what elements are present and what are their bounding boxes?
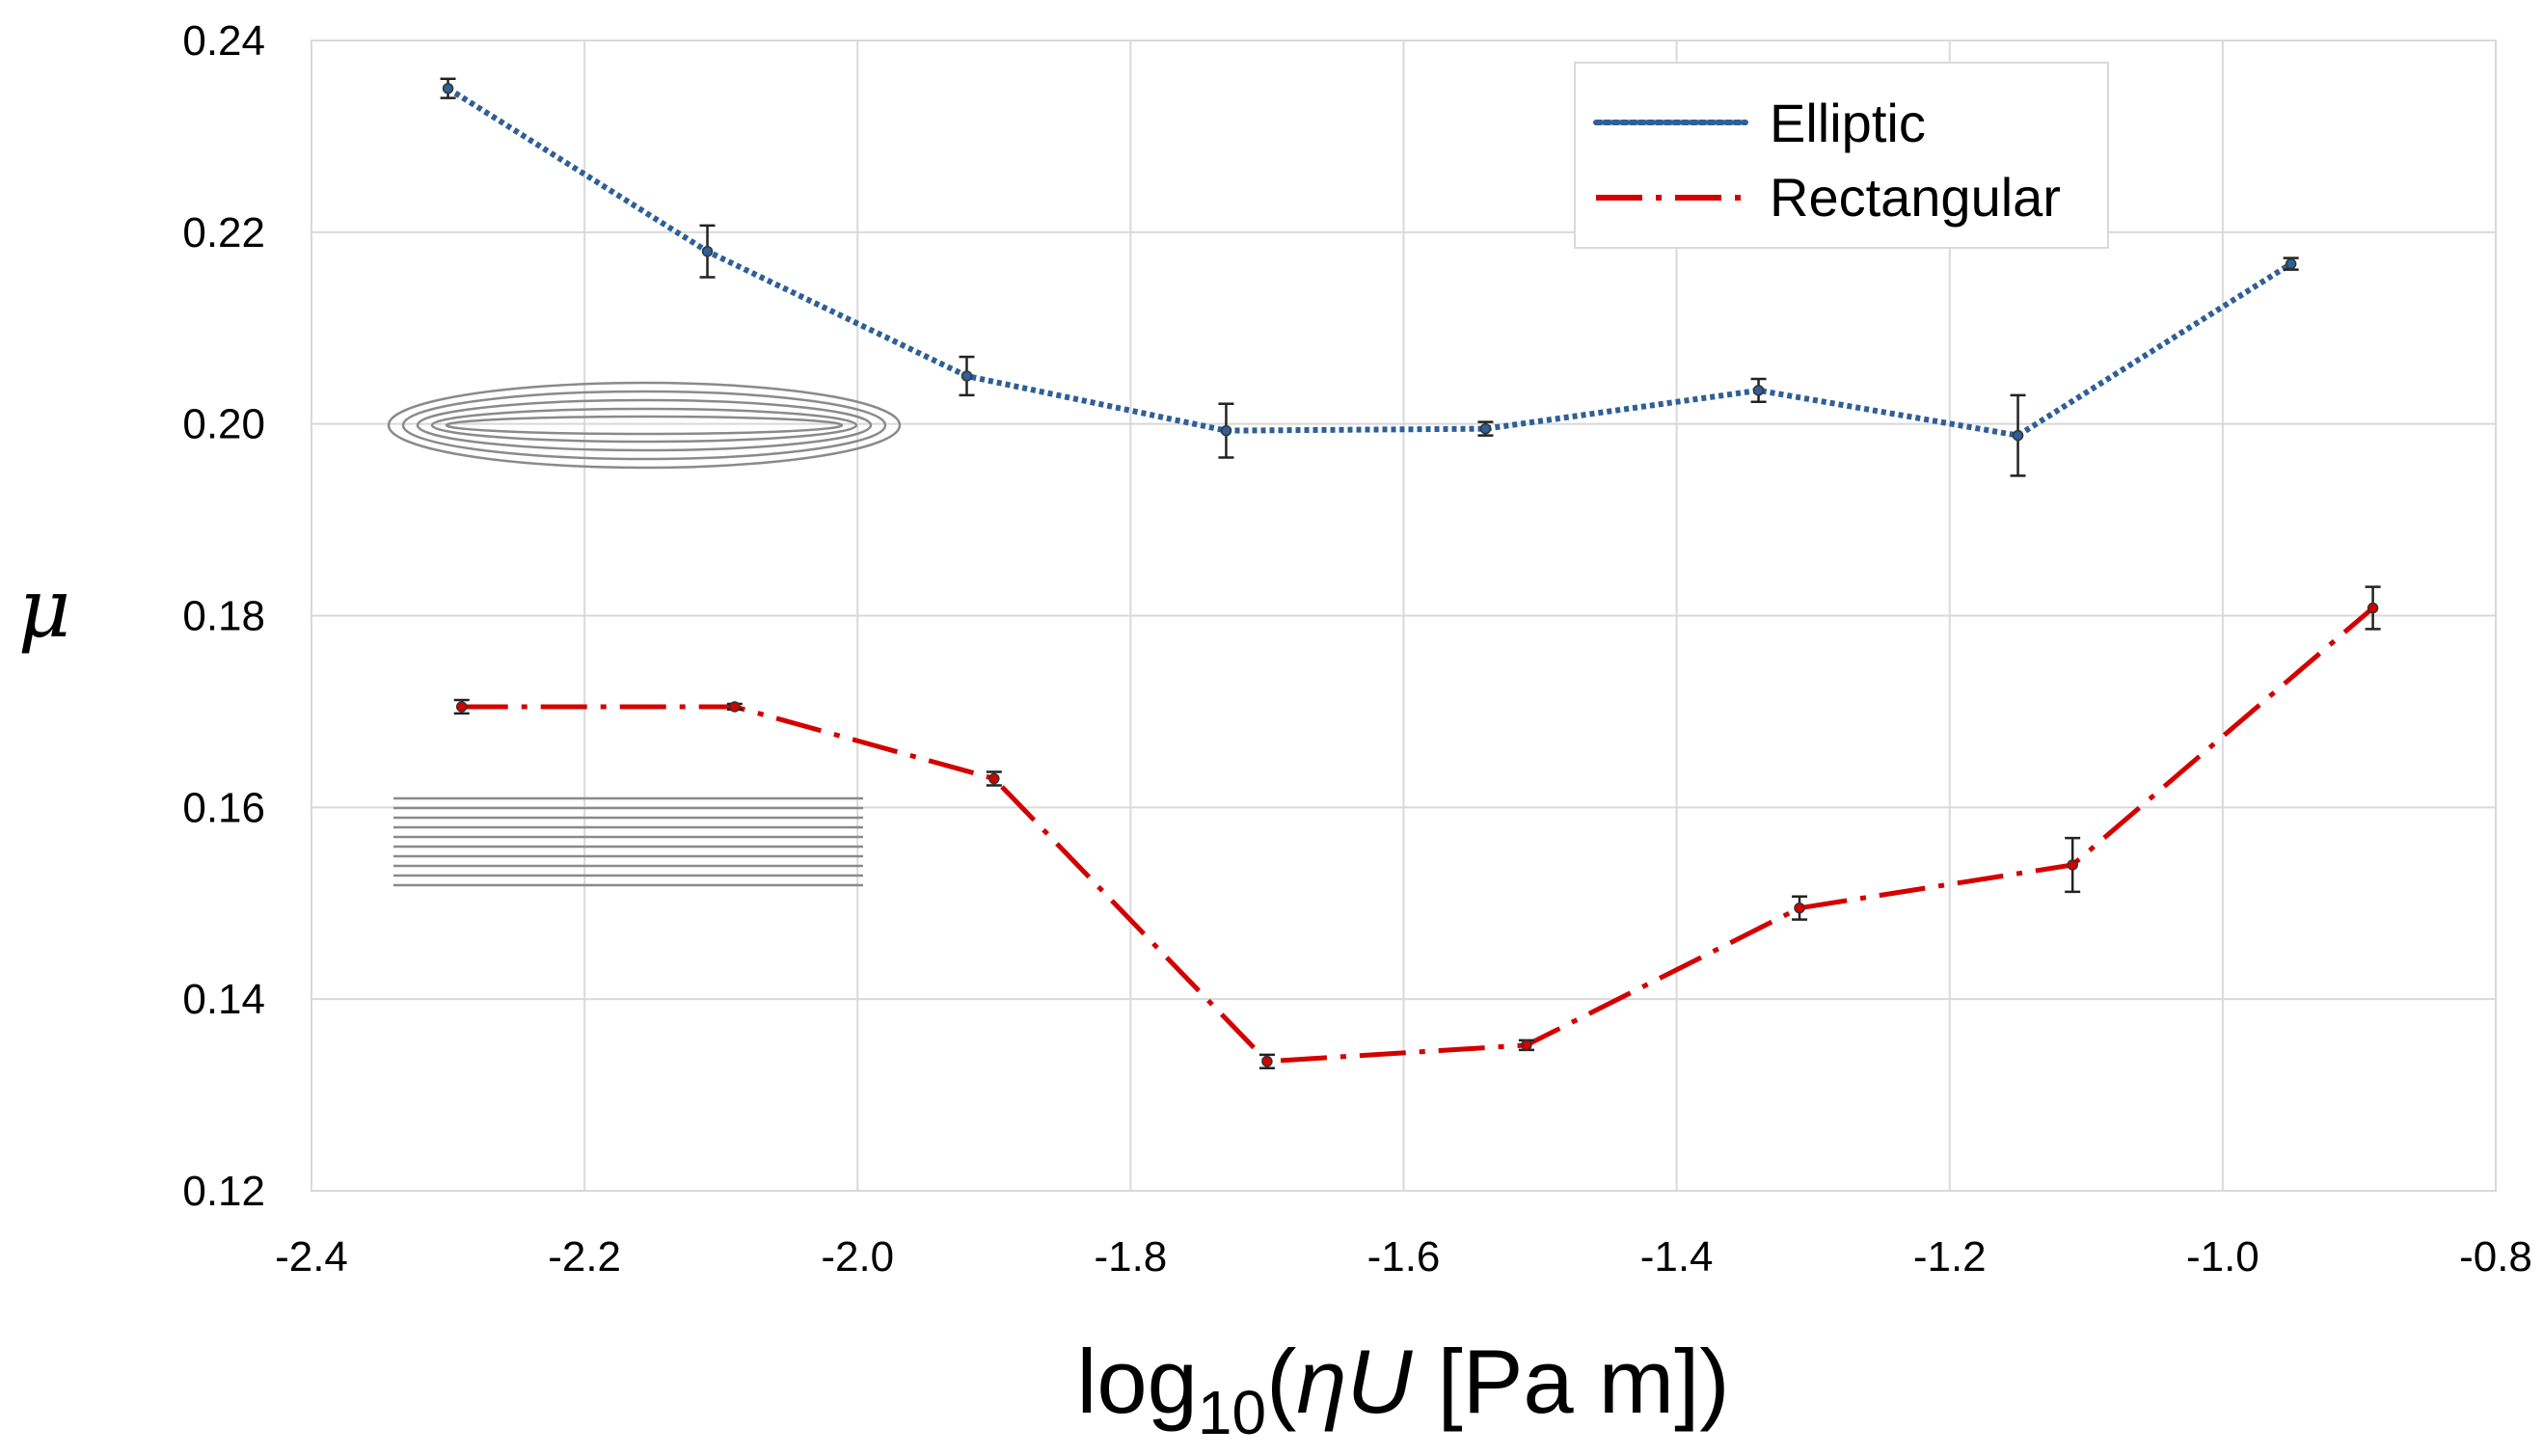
data-point <box>1261 1056 1273 1067</box>
data-point <box>2012 429 2024 442</box>
data-point <box>2367 602 2379 614</box>
data-point <box>1794 902 1805 914</box>
data-point <box>2067 859 2078 871</box>
x-axis-title-prefix: log <box>1076 1331 1197 1432</box>
series-line-rectangular <box>461 606 2375 1065</box>
x-tick-label: -1.6 <box>1367 1233 1441 1281</box>
x-tick-label: -1.0 <box>2186 1233 2259 1281</box>
series-layer <box>440 77 2381 1069</box>
x-axis-title-units: [Pa m]) <box>1412 1331 1729 1432</box>
plot-area <box>311 40 2497 1192</box>
x-axis-title-subscript: 10 <box>1198 1378 1266 1447</box>
x-tick-label: -2.0 <box>821 1233 894 1281</box>
x-tick-label: -2.4 <box>275 1233 348 1281</box>
x-axis-title-symbol: ηU <box>1296 1331 1413 1432</box>
series-elliptic <box>440 77 2299 477</box>
y-tick-label: 0.20 <box>182 401 265 448</box>
data-point <box>988 772 1000 785</box>
legend-label-rectangular: Rectangular <box>1770 167 2061 228</box>
x-tick-labels: -2.4 -2.2 -2.0 -1.8 -1.6 -1.4 -1.2 -1.0 -0.8 <box>275 1233 2532 1281</box>
rectangle-inset-icon <box>393 796 863 887</box>
x-tick-label: -1.2 <box>1913 1233 1987 1281</box>
y-tick-label: 0.24 <box>182 17 265 65</box>
x-tick-label: -1.4 <box>1640 1233 1714 1281</box>
y-tick-label: 0.22 <box>182 209 265 256</box>
data-point <box>1521 1039 1532 1051</box>
ellipse-inset-icon <box>387 381 902 470</box>
x-tick-label: -2.2 <box>548 1233 621 1281</box>
data-point <box>729 701 741 713</box>
data-point <box>1220 424 1232 437</box>
data-point <box>1752 385 1765 396</box>
legend-box <box>1574 62 2109 249</box>
data-point <box>442 82 454 94</box>
x-tick-label: -1.8 <box>1094 1233 1167 1281</box>
y-tick-label: 0.14 <box>182 976 265 1023</box>
data-point <box>960 370 973 382</box>
x-axis-title-open: ( <box>1266 1331 1296 1432</box>
data-point <box>701 245 714 257</box>
y-tick-label: 0.18 <box>182 593 265 640</box>
series-rectangular <box>453 585 2381 1069</box>
x-tick-label: -0.8 <box>2459 1233 2532 1281</box>
y-axis-title: μ <box>18 561 71 656</box>
y-tick-label: 0.12 <box>182 1168 265 1215</box>
data-point <box>455 701 468 713</box>
data-point <box>2285 257 2297 270</box>
x-axis-title: log10(ηU [Pa m]) <box>1076 1331 1729 1447</box>
legend: Elliptic Rectangular <box>1574 62 2109 249</box>
data-point <box>1479 422 1492 435</box>
y-tick-labels: 0.12 0.14 0.16 0.18 0.20 0.22 0.24 <box>182 17 265 1215</box>
legend-label-elliptic: Elliptic <box>1770 93 1926 153</box>
y-tick-label: 0.16 <box>182 784 265 831</box>
